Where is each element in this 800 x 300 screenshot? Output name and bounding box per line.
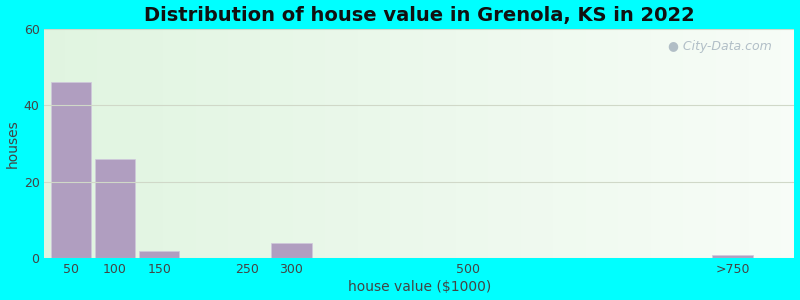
Bar [712,255,753,258]
Bar [94,159,135,258]
Text: ● City-Data.com: ● City-Data.com [668,40,772,53]
Bar [139,251,179,258]
Bar [271,243,312,258]
Y-axis label: houses: houses [6,119,19,168]
Title: Distribution of house value in Grenola, KS in 2022: Distribution of house value in Grenola, … [144,6,695,25]
Bar [50,82,91,258]
X-axis label: house value ($1000): house value ($1000) [348,280,491,294]
